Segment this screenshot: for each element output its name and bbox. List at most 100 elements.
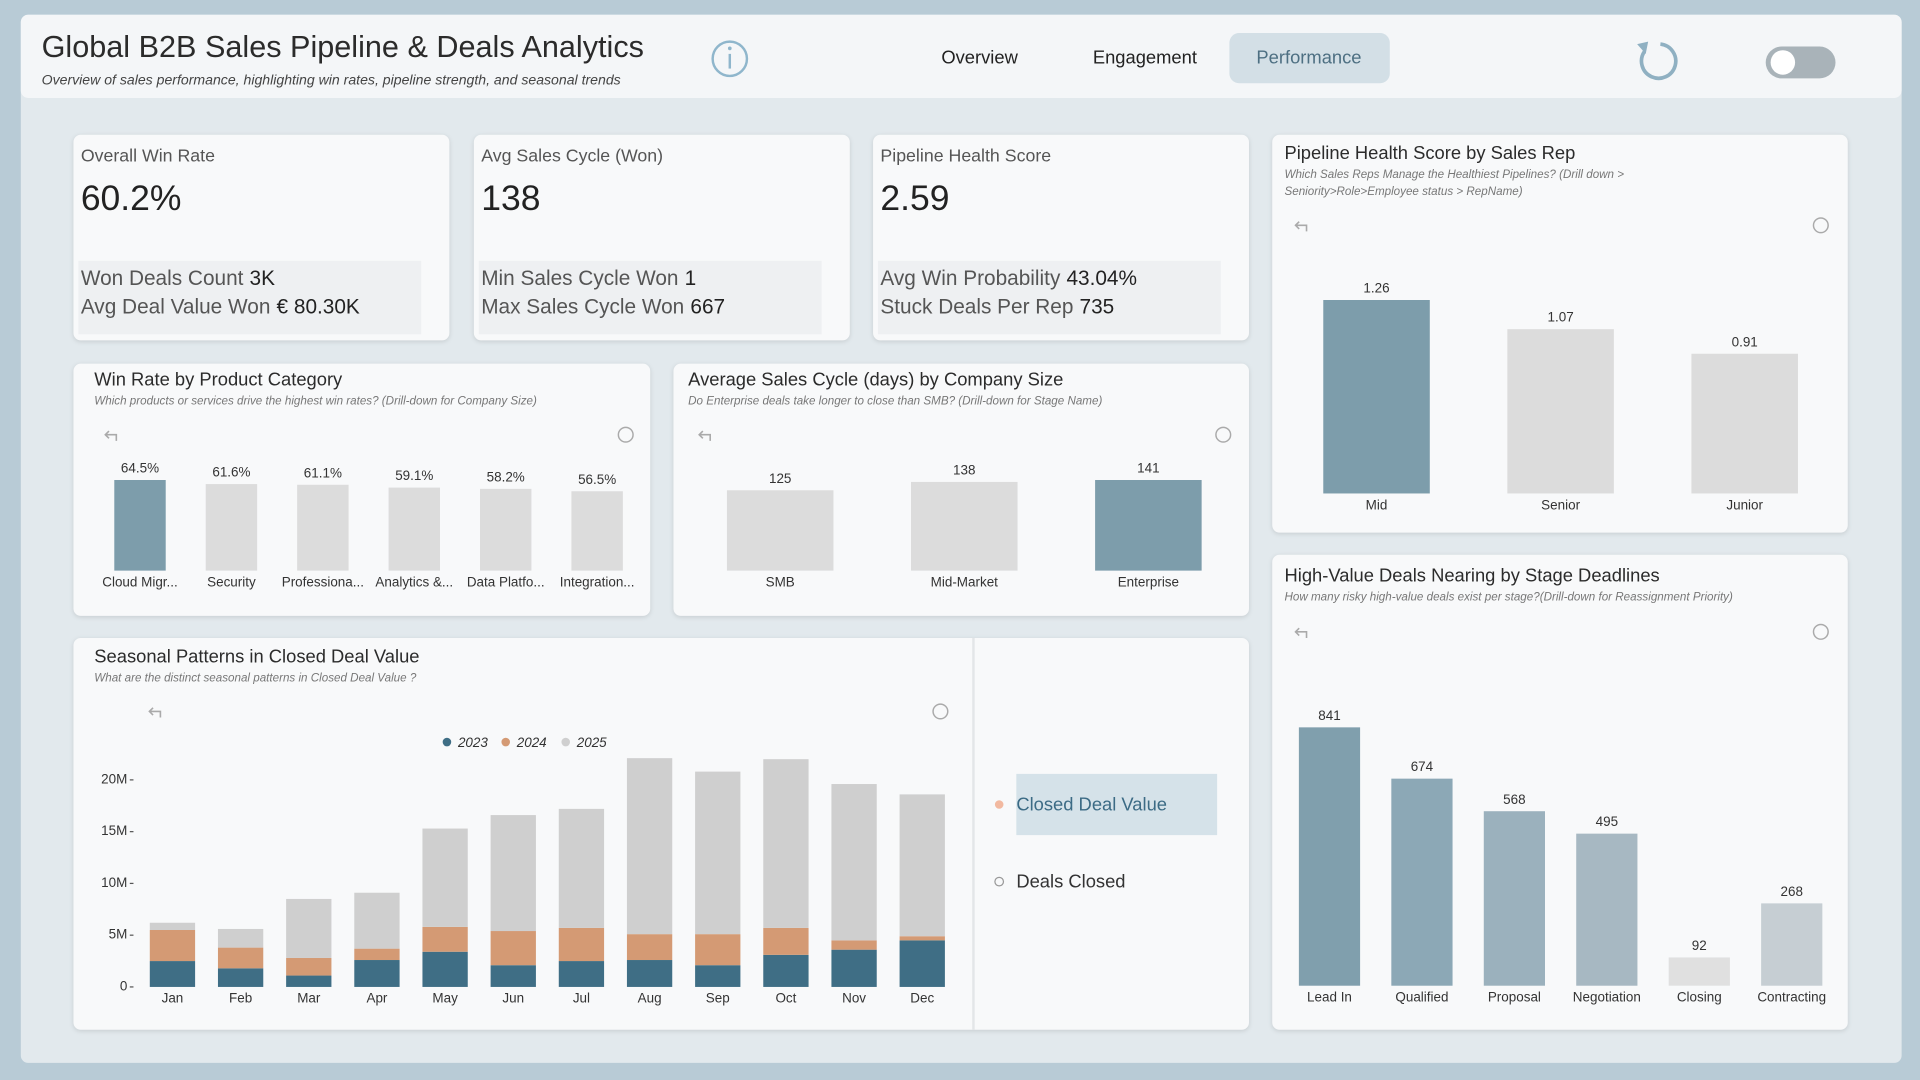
x-tick-label: Qualified [1395,990,1448,1005]
help-icon[interactable] [1812,623,1829,640]
bar-segment[interactable] [149,930,196,962]
bar-segment[interactable] [490,931,536,966]
bar-segment[interactable] [217,928,264,948]
refresh-icon[interactable] [1639,42,1678,81]
bar-segment[interactable] [354,892,400,949]
drill-up-icon[interactable] [148,707,162,718]
kpi-title: Pipeline Health Score [880,145,1051,165]
bar-segment[interactable] [149,961,196,987]
bar-segment[interactable] [217,947,264,969]
nav-tab-active-bg [1229,33,1390,84]
bar-segment[interactable] [695,934,741,966]
toggle-knob [1770,50,1796,75]
bar[interactable] [297,484,349,571]
bar-segment[interactable] [217,968,264,987]
bar[interactable] [205,484,258,571]
selector-option[interactable]: Closed Deal Value [1016,794,1167,815]
x-tick-label: Jun [502,991,524,1006]
bar-segment[interactable] [763,927,809,955]
help-icon[interactable] [1215,426,1232,443]
bar-segment[interactable] [626,960,673,987]
bar-segment[interactable] [422,951,468,987]
kpi-detail-value: 1 [685,267,697,290]
chart-title: Seasonal Patterns in Closed Deal Value [94,645,419,666]
nav-tab[interactable]: Performance [1256,47,1361,68]
data-label: 1.07 [1548,310,1574,325]
help-icon[interactable] [1812,217,1829,234]
bar-segment[interactable] [286,957,332,976]
bar-segment[interactable] [626,934,673,961]
legend-label[interactable]: 2025 [576,735,607,750]
x-tick-label: Apr [366,991,387,1006]
x-tick-label: Integration... [560,574,635,589]
bar-segment[interactable] [490,965,536,987]
bar[interactable] [1298,727,1361,986]
x-tick-label: Jul [573,991,590,1006]
bar-segment[interactable] [286,898,332,958]
bar-segment[interactable] [286,975,332,987]
bar-segment[interactable] [626,758,673,935]
bar[interactable] [388,487,440,571]
chart-subtitle: What are the distinct seasonal patterns … [94,671,417,684]
bar[interactable] [571,491,623,571]
kpi-detail-label: Avg Win Probability [880,267,1061,290]
drill-up-icon[interactable] [1294,221,1308,232]
chart-subtitle: Do Enterprise deals take longer to close… [688,395,1102,408]
bar-segment[interactable] [558,808,605,928]
bar-segment[interactable] [558,961,605,987]
bar-segment[interactable] [558,927,605,962]
drill-up-icon[interactable] [104,430,118,441]
kpi-detail-value: 735 [1080,295,1115,318]
bar-segment[interactable] [899,794,945,937]
x-tick-label: Dec [910,991,934,1006]
kpi-detail-label: Min Sales Cycle Won [481,267,678,290]
bar[interactable] [1761,903,1823,986]
bar-segment[interactable] [831,784,877,941]
info-icon[interactable] [711,40,749,78]
bar[interactable] [1323,300,1430,494]
drill-up-icon[interactable] [698,430,711,441]
bar-segment[interactable] [149,922,196,930]
bar[interactable] [480,488,532,571]
nav-tab[interactable]: Engagement [1093,47,1197,68]
legend-label[interactable]: 2024 [516,735,547,750]
chart-subtitle: How many risky high-value deals exist pe… [1284,591,1733,604]
selector-option[interactable]: Deals Closed [1016,871,1125,892]
bar-segment[interactable] [763,954,809,987]
bar[interactable] [726,490,834,571]
selector-dot [994,876,1005,887]
bar-segment[interactable] [354,948,400,961]
bar-segment[interactable] [422,828,468,927]
kpi-detail: Won Deals Count 3K [81,267,275,290]
bar[interactable] [1507,329,1614,494]
legend-label[interactable]: 2023 [457,735,488,750]
bar-segment[interactable] [831,949,877,987]
bar[interactable] [1668,957,1730,986]
bar-segment[interactable] [422,926,468,952]
bar[interactable] [1576,833,1638,986]
x-tick-label: SMB [766,574,795,589]
bar-segment[interactable] [354,960,400,987]
bar[interactable] [1691,353,1798,494]
kpi-detail: Avg Win Probability 43.04% [880,267,1137,290]
bar[interactable] [114,480,166,571]
bar[interactable] [1391,778,1453,986]
x-tick-label: Junior [1726,497,1763,512]
bar-segment[interactable] [695,965,741,987]
help-icon[interactable] [932,703,949,720]
help-icon[interactable] [617,426,634,443]
nav-tab[interactable]: Overview [941,47,1018,68]
bar-segment[interactable] [831,940,877,950]
drill-up-icon[interactable] [1294,627,1308,638]
data-label: 0.91 [1732,334,1758,349]
bar[interactable] [1095,480,1202,571]
bar[interactable] [911,481,1018,571]
bar-segment[interactable] [899,936,945,941]
bar-segment[interactable] [899,940,945,987]
kpi-detail-box [877,260,1221,335]
bar-segment[interactable] [490,815,536,932]
bar-segment[interactable] [763,759,809,928]
bar[interactable] [1483,811,1545,986]
kpi-value: 2.59 [880,178,949,218]
bar-segment[interactable] [695,771,741,935]
